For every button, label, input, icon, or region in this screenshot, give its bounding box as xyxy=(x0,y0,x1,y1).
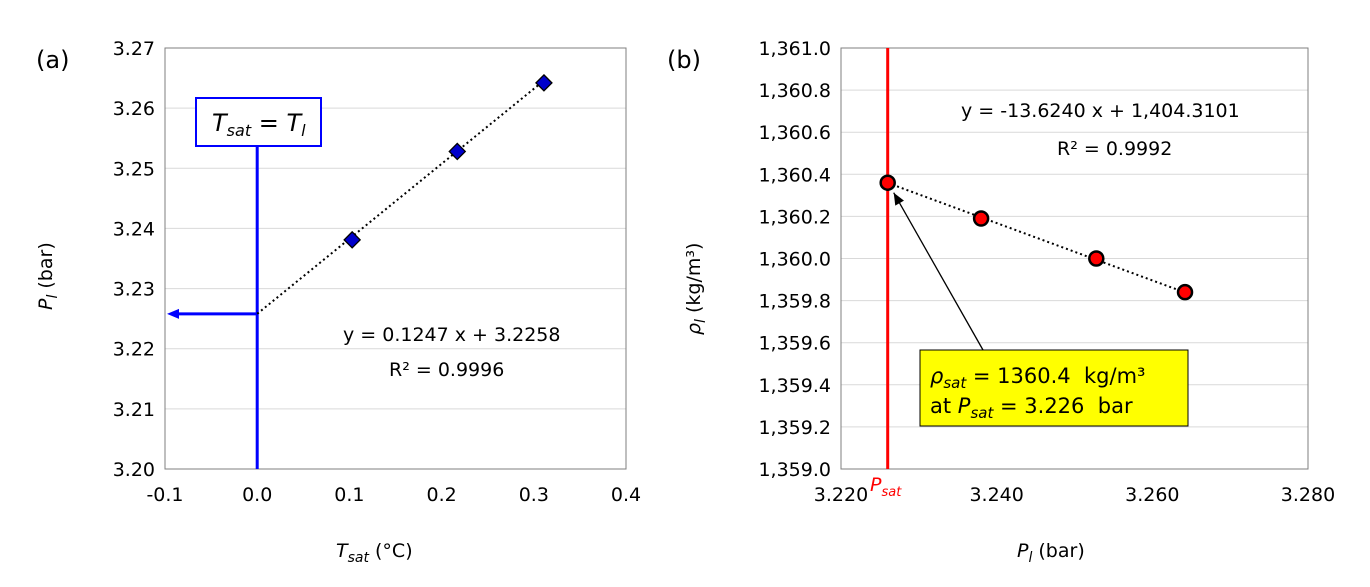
y-tick-label: 1,359.8 xyxy=(758,291,831,313)
b-callout-arrowhead xyxy=(893,192,904,206)
y-tick-label: 3.23 xyxy=(113,279,155,301)
data-point-circle xyxy=(972,210,990,227)
data-point-circle xyxy=(879,174,896,191)
y-tick-label: 3.27 xyxy=(113,38,155,60)
y-tick-label: 1,361.0 xyxy=(758,38,831,60)
b-callout-line1: ρsat = 1360.4 kg/m³ xyxy=(930,364,1145,392)
a-annotation-box: Tsat = Tl xyxy=(195,97,322,147)
a-equation: y = 0.1247 x + 3.2258 xyxy=(343,324,561,346)
y-tick-label: 1,359.0 xyxy=(758,459,831,481)
b-callout-box xyxy=(919,349,1189,427)
x-tick-label: 3.240 xyxy=(969,484,1023,506)
b-callout-arrow xyxy=(893,192,984,351)
y-tick-label: 1,359.6 xyxy=(758,333,831,355)
panel-a: (a) 3.20 3.21 3.22 3.23 3.24 3.25 3.26 3.27 -0.… xyxy=(35,38,641,566)
data-point-diamond xyxy=(448,142,467,161)
b-callout-line2: at Psat = 3.226 bar xyxy=(930,394,1133,422)
b-x-tick-labels: 3.220 3.240 3.260 3.280 xyxy=(814,484,1335,506)
a-y-tick-labels: 3.20 3.21 3.22 3.23 3.24 3.25 3.26 3.27 xyxy=(113,38,155,481)
b-equation: y = -13.6240 x + 1,404.3101 xyxy=(961,100,1240,122)
y-tick-label: 3.25 xyxy=(113,158,155,180)
x-tick-label: 0.4 xyxy=(611,484,641,506)
x-tick-label: 3.220 xyxy=(814,484,868,506)
b-data-points xyxy=(879,174,1194,301)
b-plot-area xyxy=(840,47,1309,470)
x-tick-label: 0.2 xyxy=(426,484,456,506)
b-psat-label: Psat xyxy=(870,474,902,500)
a-annotation-text: Tsat = Tl xyxy=(212,109,306,140)
y-tick-label: 1,359.4 xyxy=(758,375,831,397)
a-plot-area xyxy=(164,47,627,470)
panel-b: (b) 1,359.01,359.21,359.41,359.61,359.81… xyxy=(667,38,1335,566)
y-tick-label: 1,360.2 xyxy=(758,206,831,228)
a-x-axis-title: Tsat (°C) xyxy=(336,540,413,566)
y-tick-label: 3.22 xyxy=(113,339,155,361)
a-trendline xyxy=(256,79,545,315)
b-r2: R² = 0.9992 xyxy=(1057,138,1172,160)
x-tick-label: 3.280 xyxy=(1281,484,1335,506)
y-tick-label: 3.24 xyxy=(113,218,155,240)
trendline-segment xyxy=(256,79,545,315)
y-tick-label: 3.21 xyxy=(113,399,155,421)
a-r2: R² = 0.9996 xyxy=(389,359,504,381)
x-tick-label: 0.0 xyxy=(242,484,272,506)
y-tick-label: 1,360.4 xyxy=(758,164,831,186)
a-y-axis-title: Pl (bar) xyxy=(35,242,61,310)
guide-arrowhead xyxy=(167,308,179,319)
y-tick-label: 3.26 xyxy=(113,98,155,120)
x-tick-label: 0.1 xyxy=(334,484,364,506)
x-tick-label: -0.1 xyxy=(146,484,183,506)
trendline-segment xyxy=(887,181,1186,294)
data-point-circle xyxy=(1176,283,1194,301)
data-point-diamond xyxy=(535,73,553,92)
b-callout: ρsat = 1360.4 kg/m³ at Psat = 3.226 bar xyxy=(893,192,1189,427)
a-data-points xyxy=(343,73,553,249)
a-guide-lines xyxy=(167,146,259,469)
b-trendline xyxy=(887,181,1186,294)
data-point-diamond xyxy=(343,230,362,249)
y-tick-label: 1,360.0 xyxy=(758,249,831,271)
b-y-axis-title: ρl (kg/m³) xyxy=(683,243,709,335)
y-tick-label: 1,360.6 xyxy=(758,122,831,144)
panel-label-a: (a) xyxy=(36,46,69,74)
panel-label-b: (b) xyxy=(667,46,701,74)
y-tick-label: 3.20 xyxy=(113,459,155,481)
b-x-axis-title: Pl (bar) xyxy=(1017,540,1085,566)
data-point-circle xyxy=(1088,250,1105,267)
b-y-tick-labels: 1,359.0 1,359.2 1,359.4 1,359.6 1,359.8 1,360… xyxy=(758,38,831,481)
y-tick-label: 1,360.8 xyxy=(758,80,831,102)
x-tick-label: 3.260 xyxy=(1125,484,1179,506)
y-tick-label: 1,359.2 xyxy=(758,417,831,439)
x-tick-label: 0.3 xyxy=(519,484,549,506)
a-x-tick-labels: -0.1 0.0 0.1 0.2 0.3 0.4 xyxy=(146,484,641,506)
